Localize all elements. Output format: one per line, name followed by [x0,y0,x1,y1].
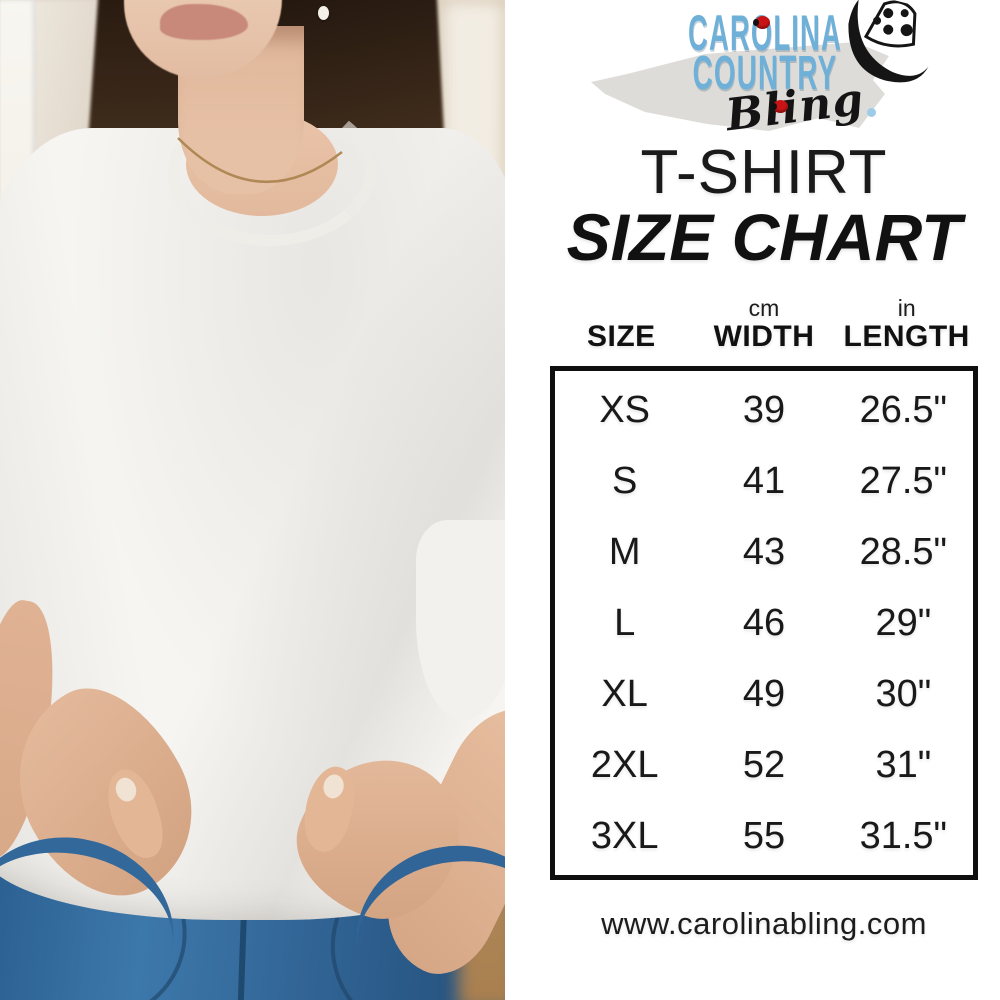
page-subtitle: SIZE CHART [566,200,962,274]
brand-word-country: COUNTRY [692,47,838,100]
table-cell-width: 55 [742,814,786,857]
table-cell-length: 26.5" [859,389,948,432]
length-unit: in [897,295,916,321]
table-cell-width: 41 [742,460,786,503]
earring [318,6,329,20]
width-label: WIDTH [713,320,815,354]
ladybug-head [753,19,759,26]
length-label: LENGTH [843,320,970,354]
table-cell-width: 52 [742,743,786,786]
column-header-length: in LENGTH [835,296,978,353]
table-cell-length: 27.5" [859,460,948,503]
ladybug-icon [771,100,788,113]
table-cell-length: 29" [875,601,932,644]
table-cell-width: 46 [742,601,786,644]
blue-gem-dot-icon [867,108,876,117]
column-header-width: cm WIDTH [693,296,836,353]
table-cell-length: 30" [875,672,932,715]
table-header-row: SIZE cm WIDTH in LENGTH [550,296,978,353]
left-thumb-nail [112,775,140,805]
table-cell-width: 43 [742,531,786,574]
right-thumb-nail [320,772,347,801]
width-unit: cm [748,295,780,321]
column-header-size: SIZE [550,296,693,353]
cowboy-hat-icon [848,0,929,83]
table-cell-size: 2XL [590,743,659,786]
ladybug-head [771,103,777,110]
website-url: www.carolinabling.com [601,906,927,941]
ladybug-icon [753,16,770,29]
right-sleeve [416,520,505,720]
table-cell-size: M [608,531,641,574]
table-cell-length: 31.5" [859,814,948,857]
page-title: T-SHIRT [640,138,888,207]
size-label: SIZE [586,320,656,354]
model-photo [0,0,505,1000]
size-table: XS 39 26.5" S 41 27.5" M 43 28.5" L 46 2… [550,366,978,880]
north-carolina-map-icon [591,42,889,131]
table-cell-size: 3XL [590,814,659,857]
table-cell-length: 31" [875,743,932,786]
table-cell-length: 28.5" [859,531,948,574]
necklace-chain [177,137,343,184]
table-cell-size: S [611,460,638,503]
lips [160,4,248,40]
table-cell-size: XS [599,389,651,432]
table-cell-size: XL [601,672,648,715]
table-cell-width: 39 [742,389,786,432]
brand-logo: CAROLINA COUNTRY Bling [591,0,929,146]
table-cell-width: 49 [742,672,786,715]
table-cell-size: L [614,601,636,644]
size-chart-panel: CAROLINA COUNTRY Bling T-SHIRT SIZE CHAR… [505,0,1000,1000]
